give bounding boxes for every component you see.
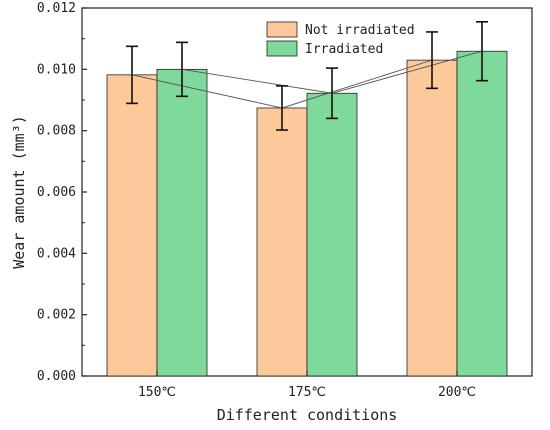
x-tick-label: 200℃ (438, 385, 476, 400)
bar-not-irradiated (406, 59, 458, 377)
bar-not-irradiated (256, 107, 308, 377)
y-tick-label: 0.008 (37, 124, 76, 139)
x-axis-title: Different conditions (217, 406, 398, 424)
bar-irradiated (156, 68, 208, 377)
y-tick-label: 0.000 (37, 369, 76, 384)
legend-label-not-irradiated: Not irradiated (305, 23, 415, 38)
x-tick-label: 150℃ (138, 385, 176, 400)
legend-swatch-not-irradiated (266, 21, 298, 38)
y-tick-label: 0.006 (37, 185, 76, 200)
bar-irradiated (306, 92, 358, 377)
y-tick-label: 0.004 (37, 246, 76, 261)
y-axis-title: Wear amount (mm³) (10, 115, 28, 269)
y-tick-label: 0.012 (37, 1, 76, 16)
bar-not-irradiated (106, 74, 158, 377)
legend-label-irradiated: Irradiated (305, 42, 383, 57)
bar-irradiated (456, 50, 508, 377)
legend-swatch-irradiated (266, 40, 298, 57)
y-tick-label: 0.002 (37, 308, 76, 323)
y-tick-label: 0.010 (37, 62, 76, 77)
x-tick-label: 175℃ (288, 385, 326, 400)
